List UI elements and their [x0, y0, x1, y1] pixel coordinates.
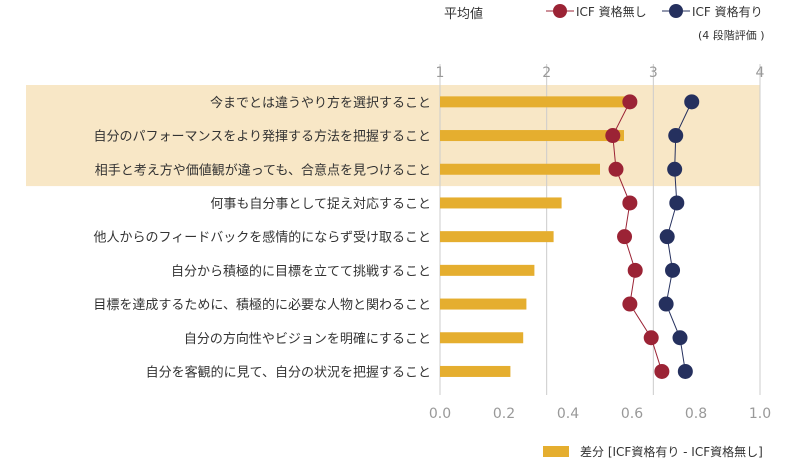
difference-bar: [440, 264, 535, 276]
category-label: 相手と考え方や価値観が違っても、合意点を見つけること: [95, 162, 431, 178]
series-2-point: [667, 161, 683, 177]
top-axis-tick-label: 4: [756, 65, 765, 81]
bottom-axis-tick-label: 0.2: [493, 406, 515, 422]
y-axis-title: 平均値: [444, 7, 484, 22]
series-1-point: [627, 262, 643, 278]
difference-bar: [440, 365, 511, 377]
category-label: 今までとは違うやり方を選択すること: [210, 95, 431, 111]
difference-bar: [440, 163, 600, 175]
series-1-point: [608, 161, 624, 177]
series-2-point: [684, 94, 700, 110]
series-1-point: [605, 128, 621, 144]
top-axis-tick-label: 3: [649, 65, 658, 81]
bottom-axis-tick-label: 0.0: [429, 406, 451, 422]
series-2-point: [668, 128, 684, 144]
highlight-band: [26, 85, 760, 187]
series-2-point: [658, 296, 674, 312]
series-1-point: [622, 195, 638, 211]
legend-dot-marker: [553, 4, 567, 18]
bottom-axis-tick-label: 0.4: [557, 406, 579, 422]
category-label: 自分のパフォーマンスをより発揮する方法を把握すること: [94, 129, 431, 145]
series-1-point: [622, 296, 638, 312]
series-1-point: [617, 229, 633, 245]
bottom-axis-tick-label: 0.8: [685, 406, 707, 422]
scale-note: (4 段階評価 ): [698, 29, 765, 42]
series-2-point: [669, 195, 685, 211]
legend-bar-series-label: 差分 [ICF資格有り - ICF資格無し]: [580, 445, 763, 459]
bottom-axis-tick-label: 1.0: [749, 406, 771, 422]
top-axis-tick-label: 2: [542, 65, 551, 81]
series-1-point: [622, 94, 638, 110]
difference-bar: [440, 96, 626, 108]
legend-dot-series-2-label: ICF 資格有り: [692, 5, 763, 19]
difference-bar: [440, 332, 524, 344]
top-axis-tick-label: 1: [436, 65, 445, 81]
difference-bar: [440, 197, 562, 209]
legend-bar-marker: [543, 446, 569, 457]
difference-bar: [440, 231, 554, 243]
series-1-point: [654, 363, 670, 379]
category-label: 他人からのフィードバックを感情的にならず受け取ること: [94, 230, 431, 246]
bottom-axis-tick-label: 0.6: [621, 406, 643, 422]
legend-dot-series-1-label: ICF 資格無し: [576, 5, 647, 19]
difference-bar: [440, 130, 624, 142]
category-label: 自分を客観的に見て、自分の状況を把握すること: [146, 364, 431, 380]
legend-dot-marker: [669, 4, 683, 18]
category-label: 目標を達成するために、積極的に必要な人物と関わること: [93, 297, 431, 313]
category-label: 自分の方向性やビジョンを明確にすること: [184, 331, 431, 347]
series-2-point: [672, 330, 688, 346]
category-label: 何事も自分事として捉え対応すること: [210, 196, 431, 212]
series-2-point: [677, 363, 693, 379]
difference-bar: [440, 298, 527, 310]
series-2-point: [665, 262, 681, 278]
category-label: 自分から積極的に目標を立てて挑戦すること: [171, 263, 431, 279]
series-2-point: [659, 229, 675, 245]
series-1-point: [643, 330, 659, 346]
